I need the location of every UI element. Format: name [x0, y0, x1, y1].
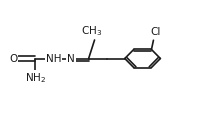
Text: NH$_2$: NH$_2$: [25, 71, 46, 85]
Text: NH: NH: [46, 53, 61, 64]
Text: O: O: [9, 53, 17, 64]
Text: N: N: [67, 53, 75, 64]
Text: CH$_3$: CH$_3$: [81, 24, 102, 38]
Text: Cl: Cl: [150, 27, 161, 37]
